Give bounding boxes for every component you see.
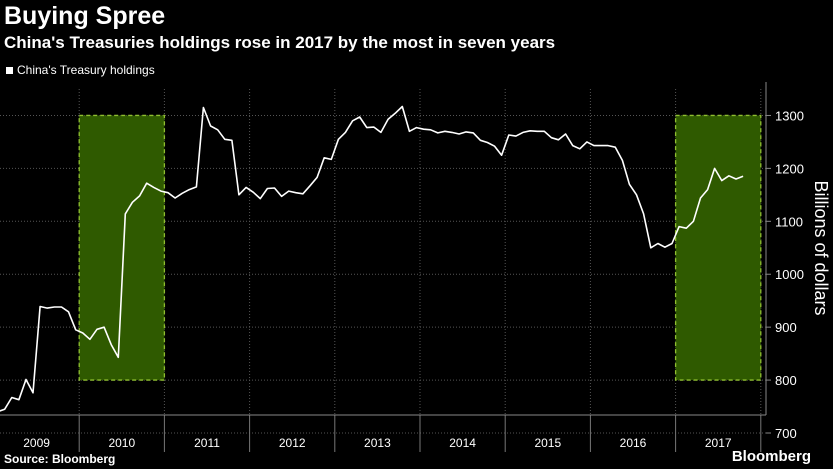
- y-tick-label: 1000: [775, 267, 804, 282]
- x-tick-label: 2016: [620, 436, 647, 450]
- source-note: Source: Bloomberg: [4, 452, 116, 466]
- y-tick-label: 900: [775, 320, 797, 335]
- chart-subtitle: China's Treasuries holdings rose in 2017…: [4, 33, 556, 52]
- y-tick-label: 1200: [775, 161, 804, 176]
- y-tick-label: 1100: [775, 214, 803, 229]
- legend-label: China's Treasury holdings: [17, 63, 155, 77]
- x-tick-label: 2011: [194, 436, 220, 450]
- series-line: [0, 105, 744, 412]
- x-tick-label: 2015: [534, 436, 561, 450]
- y-tick-label: 800: [775, 373, 797, 388]
- x-tick-label: 2013: [364, 436, 391, 450]
- legend-swatch: [6, 66, 13, 74]
- y-axis-label: Billions of dollars: [811, 180, 831, 315]
- x-tick-label: 2012: [279, 436, 306, 450]
- bloomberg-logo: Bloomberg: [731, 448, 811, 465]
- x-tick-label: 2009: [23, 436, 50, 450]
- x-tick-label: 2017: [705, 436, 732, 450]
- chart-title: Buying Spree: [4, 2, 166, 30]
- highlight-box: [78, 114, 166, 381]
- y-tick-label: 700: [775, 426, 797, 441]
- x-tick-label: 2014: [449, 436, 476, 450]
- x-tick-label: 2010: [108, 436, 135, 450]
- highlight-box: [674, 114, 762, 381]
- y-tick-label: 1300: [775, 108, 804, 123]
- legend: China's Treasury holdings: [6, 63, 155, 77]
